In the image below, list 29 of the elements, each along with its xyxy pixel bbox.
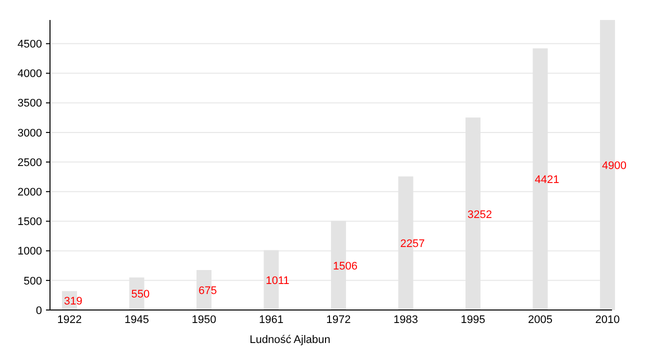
data-label: 3252: [468, 208, 492, 221]
data-label: 675: [198, 285, 217, 298]
data-label: 4421: [534, 174, 560, 186]
data-label: 1506: [333, 260, 358, 272]
data-label: 319: [64, 296, 82, 308]
x-tick-label: 2010: [595, 314, 620, 326]
y-tick-label: 4500: [18, 38, 42, 51]
x-tick-label: 1945: [124, 314, 149, 326]
data-label: 4900: [602, 160, 626, 172]
y-tick-label: 3500: [18, 98, 42, 110]
y-tick-label: 3000: [18, 127, 42, 140]
y-tick-label: 500: [24, 275, 42, 288]
data-label: 550: [131, 288, 150, 301]
x-tick-label: 2005: [528, 314, 552, 326]
data-label: 1011: [266, 275, 290, 288]
x-tick-label: 1922: [57, 314, 82, 326]
data-label: 2257: [400, 238, 425, 250]
x-tick-label: 1961: [259, 314, 284, 326]
y-tick-label: 1000: [18, 246, 42, 258]
x-axis-title: Ludność Ajlabun: [250, 334, 330, 346]
x-tick-label: 1995: [460, 314, 486, 326]
y-tick-label: 4000: [18, 68, 42, 80]
y-tick-label: 2500: [18, 156, 42, 169]
x-tick-label: 1983: [394, 314, 418, 326]
y-tick-label: 2000: [18, 186, 42, 198]
x-tick-label: 1950: [192, 314, 216, 326]
y-tick-label: 1500: [18, 216, 42, 228]
y-tick-label: 0: [36, 304, 42, 317]
x-tick-label: 1972: [326, 314, 351, 326]
